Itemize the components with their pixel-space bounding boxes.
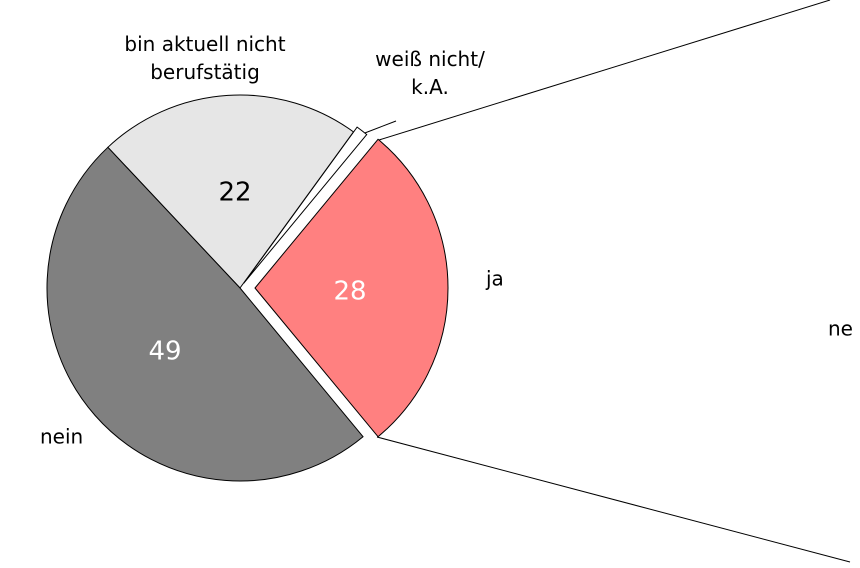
slice-label: bin aktuell nicht berufstätig [124,32,285,84]
value-label: 49 [148,337,181,367]
connector-line [378,0,831,141]
slice-label: weiß nicht/k.A. [375,47,485,99]
value-label: 28 [333,277,366,307]
pie-slice [46,146,364,482]
pie-slice [107,94,355,289]
annotation: ne [828,317,853,341]
pie-slice [254,138,449,438]
connector-line [376,436,851,563]
slice-label: nein [40,425,83,449]
slice-label: ja [485,267,504,291]
pie-slice [243,126,368,284]
value-label: 22 [218,178,251,208]
